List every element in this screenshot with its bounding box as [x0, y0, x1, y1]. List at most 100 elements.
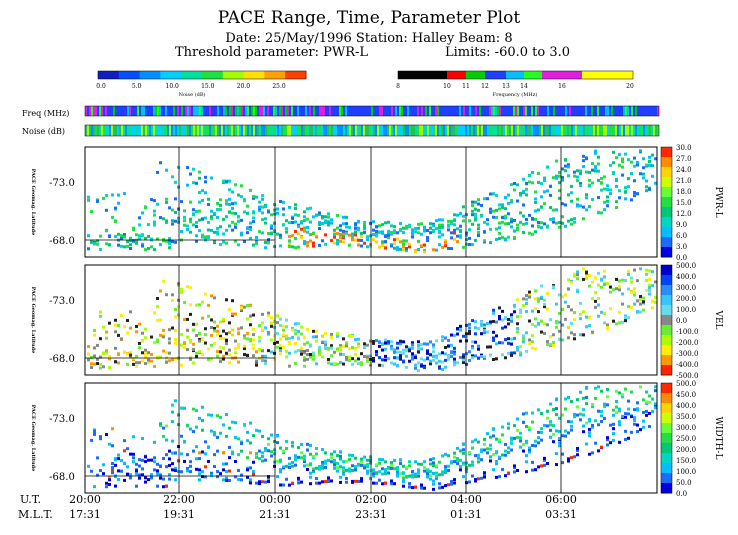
noise-strip-cell [641, 125, 643, 136]
data-cell [570, 420, 573, 424]
data-cell [645, 409, 648, 413]
data-cell [174, 337, 177, 341]
data-cell [177, 220, 180, 224]
freq-strip-cell [217, 106, 219, 116]
data-cell [417, 340, 420, 344]
freq-strip-cell [225, 106, 227, 116]
data-cell [255, 428, 258, 432]
data-cell [363, 345, 366, 349]
data-cell [261, 434, 264, 438]
data-cell [270, 213, 273, 217]
freq-strip-cell [595, 106, 597, 116]
data-cell [525, 425, 528, 429]
data-cell [645, 163, 648, 167]
data-cell [528, 293, 531, 297]
data-cell [537, 299, 540, 303]
freq-strip-cell [159, 106, 161, 116]
data-cell [270, 454, 273, 458]
data-cell [525, 349, 528, 353]
data-cell [528, 342, 531, 346]
data-cell [570, 456, 573, 460]
data-cell [534, 200, 537, 204]
data-cell [321, 355, 324, 359]
data-cell [603, 175, 606, 179]
data-cell [282, 213, 285, 217]
data-cell [414, 250, 417, 254]
freq-strip-cell [137, 106, 139, 116]
data-cell [534, 197, 537, 201]
data-cell [120, 237, 123, 241]
vel-ground-scatter-cell [462, 355, 465, 359]
freq-strip-cell [289, 106, 291, 116]
data-cell [633, 164, 636, 168]
noise-strip-cell [307, 125, 309, 136]
noise-strip-cell [133, 125, 135, 136]
data-cell [654, 402, 657, 406]
data-cell [366, 245, 369, 249]
data-cell [558, 181, 561, 185]
data-cell [258, 480, 261, 484]
data-cell [282, 465, 285, 469]
noise-strip-cell [605, 125, 607, 136]
data-cell [474, 332, 477, 336]
freq-strip-cell [423, 106, 425, 116]
data-cell [567, 459, 570, 463]
data-cell [198, 416, 201, 420]
data-cell [198, 209, 201, 213]
data-cell [297, 330, 300, 334]
data-cell [432, 461, 435, 465]
freq-strip-cell [525, 106, 527, 116]
data-cell [600, 188, 603, 192]
data-cell [222, 240, 225, 244]
data-cell [627, 399, 630, 403]
data-cell [435, 477, 438, 481]
data-cell [489, 459, 492, 463]
data-cell [561, 202, 564, 206]
noise-strip-cell [273, 125, 275, 136]
data-cell [465, 362, 468, 366]
data-cell [408, 242, 411, 246]
data-cell [507, 426, 510, 430]
data-cell [375, 232, 378, 236]
data-cell [390, 461, 393, 465]
data-cell [612, 170, 615, 174]
noise-strip-cell [171, 125, 173, 136]
noise-strip-cell [619, 125, 621, 136]
data-cell [390, 347, 393, 351]
freq-strip-cell [529, 106, 531, 116]
noise-strip-cell [167, 125, 169, 136]
data-cell [426, 351, 429, 355]
data-cell [195, 234, 198, 238]
data-cell [153, 341, 156, 345]
data-cell [171, 208, 174, 212]
noise-legend-swatch [264, 71, 286, 79]
data-cell [453, 333, 456, 337]
data-cell [567, 287, 570, 291]
data-cell [282, 223, 285, 227]
data-cell [477, 208, 480, 212]
data-cell [99, 469, 102, 473]
data-cell [540, 295, 543, 299]
data-cell [120, 459, 123, 463]
data-cell [654, 385, 657, 389]
data-cell [546, 291, 549, 295]
data-cell [162, 457, 165, 461]
data-cell [489, 443, 492, 447]
data-cell [102, 196, 105, 200]
data-cell [306, 467, 309, 471]
data-cell [288, 456, 291, 460]
data-cell [492, 192, 495, 196]
noise-strip-cell [201, 125, 203, 136]
data-cell [378, 457, 381, 461]
data-cell [333, 231, 336, 235]
freq-strip-cell [579, 106, 581, 116]
data-cell [474, 200, 477, 204]
freq-strip-cell [215, 106, 217, 116]
noise-strip-cell [627, 125, 629, 136]
data-cell [96, 357, 99, 361]
data-cell [471, 440, 474, 444]
data-cell [261, 194, 264, 198]
data-cell [180, 230, 183, 234]
data-cell [216, 207, 219, 211]
data-cell [387, 340, 390, 344]
